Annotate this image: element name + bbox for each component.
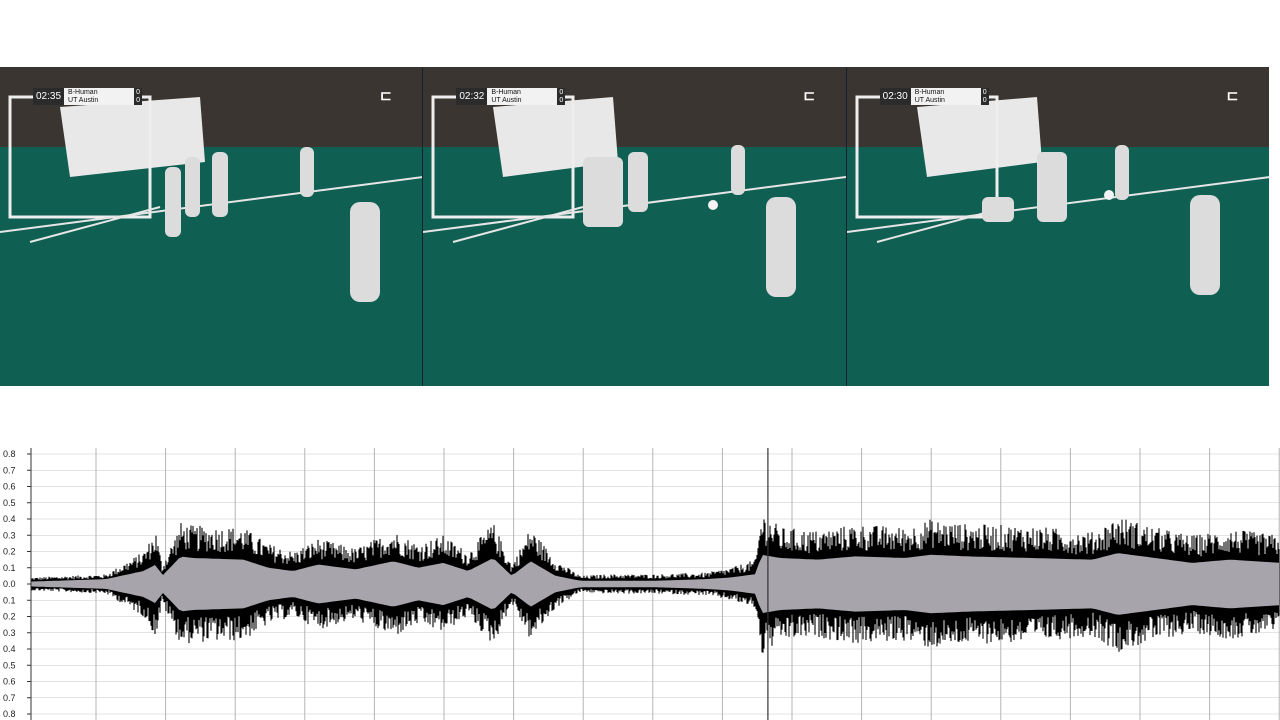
- y-tick-label: 0.5: [3, 498, 16, 508]
- y-tick-label: 0.5: [3, 660, 16, 670]
- score-home: 0: [559, 88, 564, 96]
- y-tick-label: 0.7: [3, 465, 16, 475]
- y-tick-label: 0.2: [3, 547, 16, 557]
- video-frames-strip: 02:35 B-Human UT Austin 0 0 ⊏ 02:32: [0, 67, 1269, 386]
- video-frame-1: 02:35 B-Human UT Austin 0 0 ⊏: [0, 67, 424, 386]
- team-names: B-Human UT Austin: [64, 88, 135, 105]
- y-tick-label: 0.6: [3, 482, 16, 492]
- field-scene: [0, 67, 423, 386]
- waveform-rms: [31, 553, 1279, 615]
- y-tick-label: 0.4: [3, 514, 16, 524]
- score-column: 0 0: [134, 88, 143, 105]
- y-tick-label: 0.3: [3, 530, 16, 540]
- y-tick-label: 0.4: [3, 644, 16, 654]
- y-tick-label: 0.7: [3, 693, 16, 703]
- y-tick-label: 0.8: [3, 449, 16, 459]
- team-home: B-Human: [68, 88, 98, 96]
- team-away: UT Austin: [68, 96, 99, 104]
- scoreboard-overlay: 02:30 B-Human UT Austin 0 0: [879, 88, 989, 105]
- score-home: 0: [136, 88, 140, 96]
- team-names: B-Human UT Austin: [487, 88, 558, 105]
- score-away: 0: [559, 96, 564, 104]
- team-names: B-Human UT Austin: [910, 88, 981, 105]
- game-clock: 02:30: [879, 88, 911, 105]
- score-column: 0 0: [980, 88, 989, 105]
- scoreboard-overlay: 02:35 B-Human UT Austin 0 0: [33, 88, 143, 105]
- team-home: B-Human: [914, 88, 945, 96]
- video-frame-3: 02:30 B-Human UT Austin 0 0 ⊏: [846, 67, 1269, 386]
- broadcast-logo-icon: ⊏: [1226, 87, 1239, 103]
- scoreboard-overlay: 02:32 B-Human UT Austin 0 0: [456, 88, 566, 105]
- score-away: 0: [982, 96, 987, 104]
- team-away: UT Austin: [914, 96, 945, 104]
- y-tick-label: 0.1: [3, 563, 16, 573]
- y-tick-label: 0.1: [3, 595, 16, 605]
- game-clock: 02:32: [456, 88, 488, 105]
- field-scene: [846, 67, 1269, 386]
- score-home: 0: [982, 88, 987, 96]
- audio-waveform-chart: 0.8 0.7 0.6 0.5 0.4 0.3 0.2 0.1 0.0 0.1 0.2 0.3 0.4 0…: [0, 448, 1280, 720]
- score-away: 0: [136, 96, 140, 104]
- y-axis: 0.8 0.7 0.6 0.5 0.4 0.3 0.2 0.1 0.0 0.1 0.2 0.3 0.4 0…: [3, 448, 32, 720]
- y-tick-label: 0.8: [3, 709, 16, 719]
- video-frame-2: 02:32 B-Human UT Austin 0 0 ⊏: [423, 67, 847, 386]
- field-scene: [423, 67, 846, 386]
- broadcast-logo-icon: ⊏: [803, 87, 816, 103]
- game-clock: 02:35: [33, 88, 65, 105]
- score-column: 0 0: [557, 88, 566, 105]
- broadcast-logo-icon: ⊏: [380, 87, 392, 103]
- team-away: UT Austin: [491, 96, 522, 104]
- y-tick-label: 0.6: [3, 677, 16, 687]
- y-tick-label: 0.0: [3, 579, 16, 589]
- y-tick-label: 0.2: [3, 612, 16, 622]
- y-tick-label: 0.3: [3, 628, 16, 638]
- team-home: B-Human: [491, 88, 521, 96]
